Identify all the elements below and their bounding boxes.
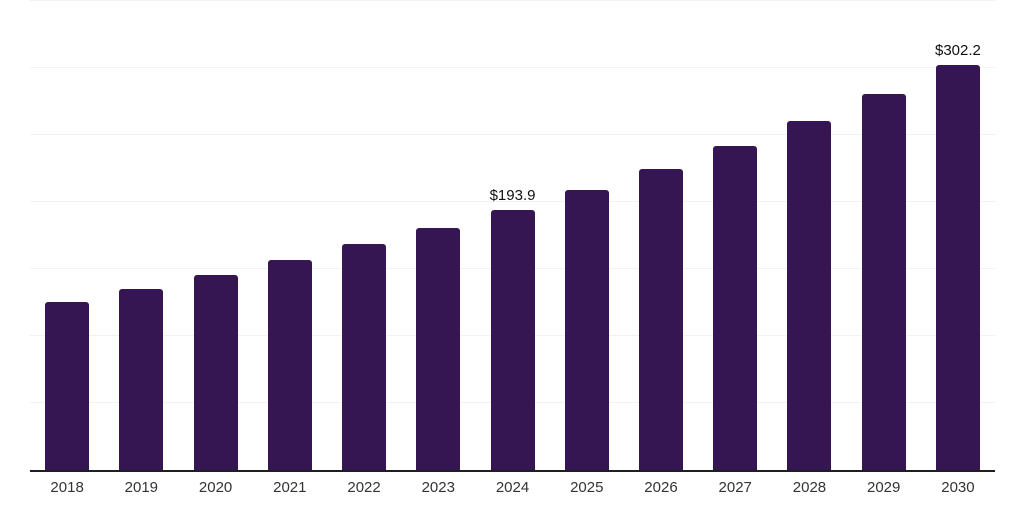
x-tick-label-2019: 2019 (124, 479, 159, 496)
x-tick-label-2024: 2024 (495, 479, 530, 496)
x-tick-label-2022: 2022 (347, 479, 381, 496)
bar-slot-2020 (178, 1, 252, 470)
bar-2024[interactable] (490, 210, 535, 470)
x-tick-label-2021: 2021 (273, 479, 307, 496)
gridline-y-200 (30, 201, 995, 202)
bar-2020[interactable] (193, 274, 238, 470)
bar-2026[interactable] (638, 168, 683, 470)
bar-slot-2027 (698, 1, 772, 470)
bars-container: $193.9 $302.2 (30, 1, 995, 470)
gridline-y-350 (30, 0, 995, 1)
plot-area: $193.9 $302.2 (30, 0, 995, 470)
bar-slot-2019 (104, 1, 178, 470)
bar-slot-2023 (401, 1, 475, 470)
bar-2018[interactable] (45, 301, 90, 470)
gridline-y-250 (30, 134, 995, 135)
bar-2028[interactable] (787, 120, 832, 470)
x-tick-label-2027: 2027 (718, 479, 752, 496)
bar-slot-2028 (772, 1, 846, 470)
x-tick-label-2026: 2026 (644, 479, 678, 496)
bar-2019[interactable] (119, 289, 164, 470)
bar-slot-2025 (550, 1, 624, 470)
bar-slot-2024: $193.9 (475, 1, 549, 470)
x-tick-label-2030: 2030 (941, 479, 975, 496)
bar-slot-2018 (30, 1, 104, 470)
bar-2021[interactable] (267, 260, 312, 470)
bar-slot-2030: $302.2 (921, 1, 995, 470)
x-tick-label-2018: 2018 (50, 479, 84, 496)
bar-slot-2029 (847, 1, 921, 470)
x-tick-label-2023: 2023 (421, 479, 455, 496)
gridline-y-300 (30, 67, 995, 68)
bar-value-label-2030: $302.2 (934, 42, 981, 60)
x-tick-label-2028: 2028 (792, 479, 827, 496)
bar-slot-2022 (327, 1, 401, 470)
bar-2025[interactable] (564, 190, 609, 470)
bar-slot-2026 (624, 1, 698, 470)
bar-value-label-2024: $193.9 (489, 187, 536, 205)
bar-2030[interactable] (935, 65, 980, 470)
x-tick-label-2020: 2020 (198, 479, 233, 496)
x-axis-line (30, 470, 995, 472)
bar-2027[interactable] (713, 145, 758, 470)
bar-2022[interactable] (342, 244, 387, 470)
bar-chart: $193.9 $302.2 2018 2019 2020 2021 2022 2023 202… (30, 0, 995, 512)
x-axis-labels: 2018 2019 2020 2021 2022 2023 2024 2025 2026 2027… (30, 479, 995, 496)
x-tick-label-2029: 2029 (867, 479, 901, 496)
x-tick-label-2025: 2025 (570, 479, 604, 496)
bar-2029[interactable] (861, 93, 906, 470)
bar-2023[interactable] (416, 227, 461, 470)
bar-slot-2021 (253, 1, 327, 470)
